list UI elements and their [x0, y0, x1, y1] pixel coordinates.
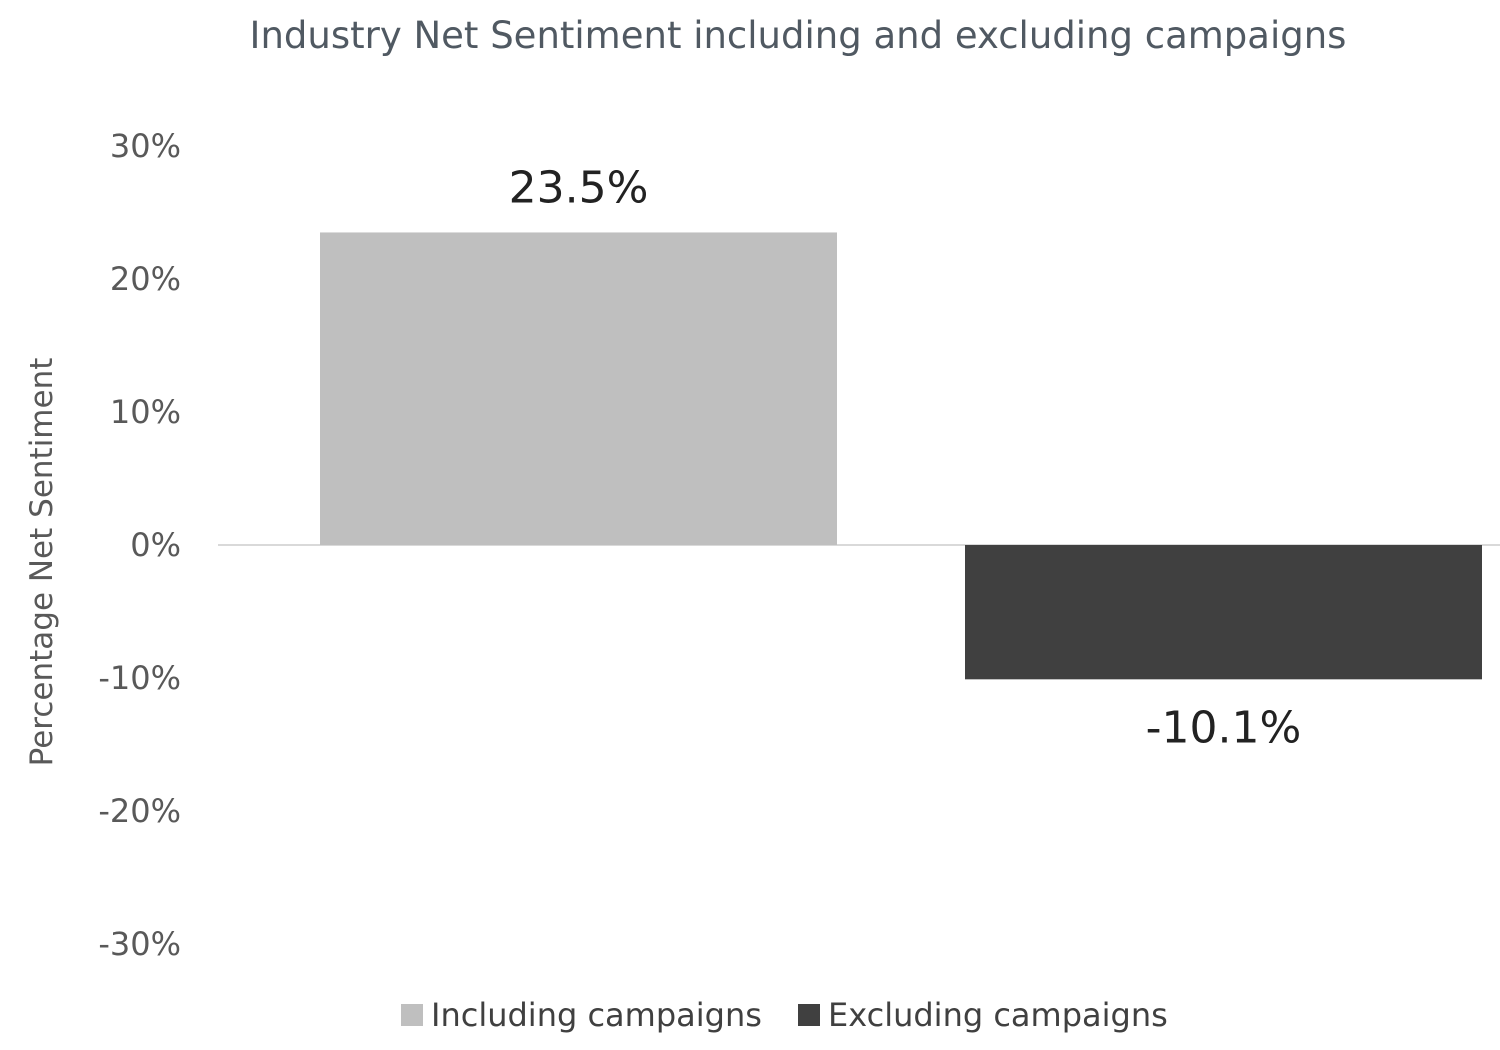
legend-swatch-including-campaigns	[401, 1004, 423, 1026]
y-tick-label: -30%	[98, 925, 181, 963]
legend: Including campaigns Excluding campaigns	[401, 996, 1168, 1034]
bar-including-campaigns	[320, 232, 837, 545]
y-tick-label: 10%	[110, 393, 181, 431]
y-axis-ticks: 30% 20% 10% 0% -10% -20% -30%	[98, 127, 181, 963]
y-tick-label: -20%	[98, 792, 181, 830]
bar-excluding-campaigns	[965, 545, 1482, 680]
legend-swatch-excluding-campaigns	[798, 1004, 820, 1026]
data-label-including-campaigns: 23.5%	[509, 162, 649, 213]
y-tick-label: 20%	[110, 260, 181, 298]
y-tick-label: 30%	[110, 127, 181, 165]
legend-label-excluding-campaigns: Excluding campaigns	[828, 996, 1168, 1034]
y-axis-label: Percentage Net Sentiment	[24, 358, 60, 767]
legend-label-including-campaigns: Including campaigns	[431, 996, 762, 1034]
chart-title: Industry Net Sentiment including and exc…	[250, 14, 1347, 57]
y-tick-label: -10%	[98, 659, 181, 697]
y-tick-label: 0%	[130, 526, 181, 564]
bars-group	[320, 232, 1482, 680]
data-label-excluding-campaigns: -10.1%	[1146, 702, 1302, 753]
data-labels-group: 23.5% -10.1%	[509, 162, 1302, 753]
